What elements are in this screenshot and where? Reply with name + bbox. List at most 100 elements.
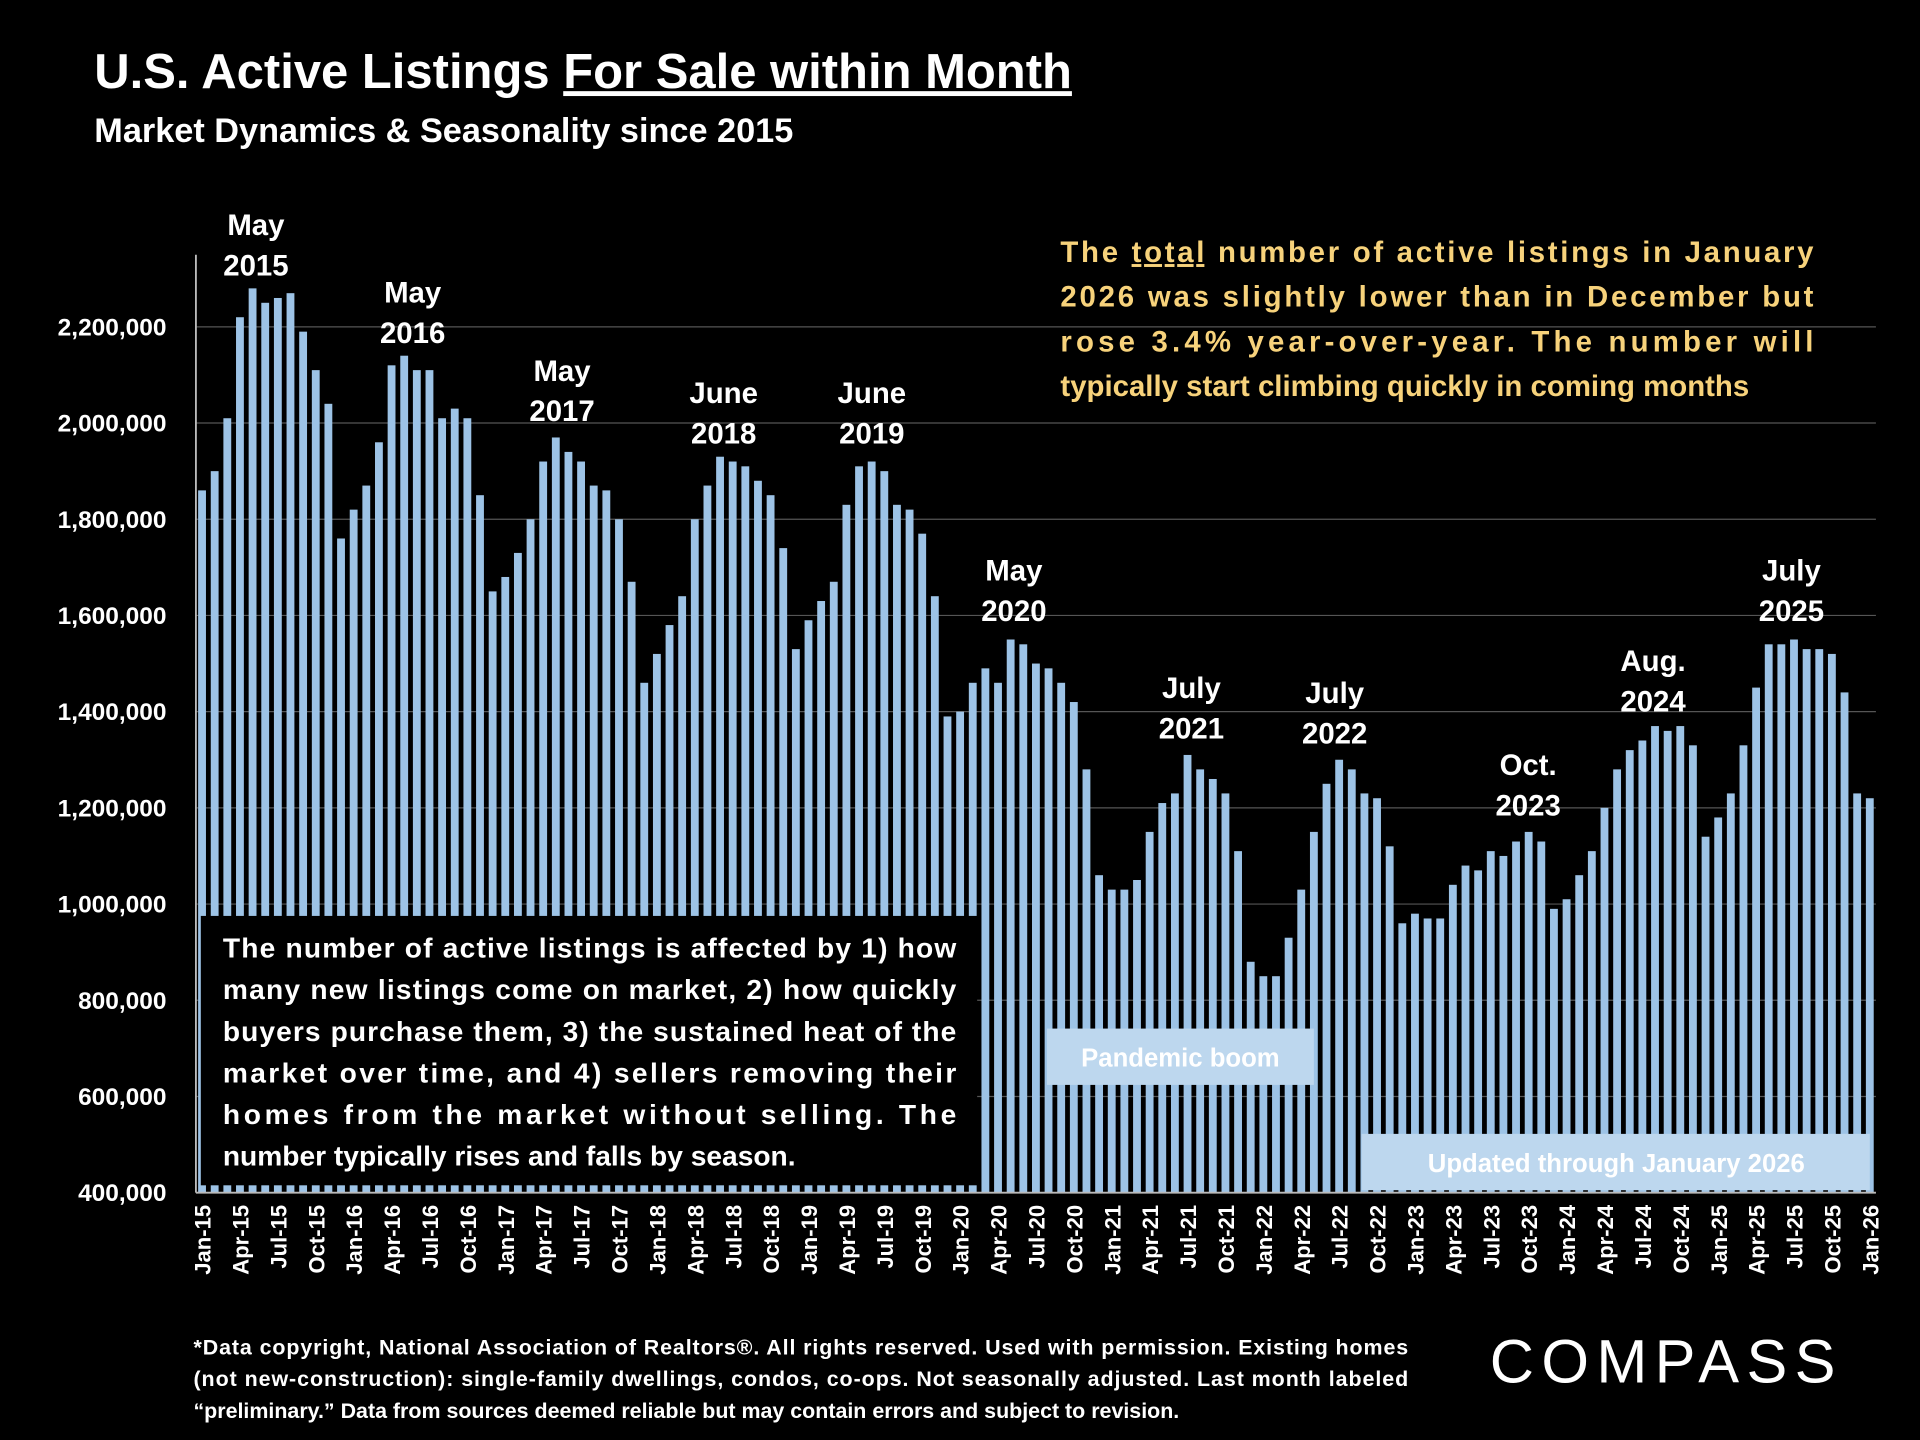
bar (1726, 793, 1735, 1193)
label-box-text: Updated through January 2026 (1428, 1150, 1805, 1178)
bar (412, 370, 421, 1193)
note-text: number of active listings in January (1207, 236, 1814, 269)
bar (400, 355, 409, 1193)
x-tick-label: Jul-18 (721, 1205, 746, 1269)
bar (1663, 730, 1672, 1193)
bar (1436, 918, 1445, 1193)
x-tick-label: Jan-25 (1707, 1205, 1732, 1275)
bar (1802, 649, 1811, 1193)
bar (324, 403, 333, 1193)
x-tick-label: Oct-18 (759, 1205, 784, 1274)
peak-annotation: 2016 (380, 317, 445, 350)
bar (1625, 750, 1634, 1193)
peak-annotation: 2022 (1302, 717, 1367, 750)
bar (665, 625, 674, 1193)
x-tick-label: Oct-16 (456, 1205, 481, 1274)
note-line: The number of active listings is affecte… (223, 933, 957, 964)
bar (1360, 793, 1369, 1193)
bar (526, 519, 535, 1193)
x-tick-label: Apr-22 (1290, 1205, 1315, 1275)
bar (438, 418, 447, 1193)
bar (1474, 870, 1483, 1193)
bar (375, 442, 383, 1193)
bar (1512, 841, 1520, 1193)
bar (867, 461, 876, 1193)
x-tick-label: Apr-17 (532, 1205, 557, 1275)
y-tick-label: 800,000 (78, 988, 166, 1015)
peak-annotation: 2019 (839, 417, 904, 450)
peak-annotation: June (689, 377, 758, 410)
x-tick-label: Jul-22 (1328, 1205, 1353, 1269)
bar (1335, 759, 1344, 1193)
bar (198, 490, 206, 1193)
label-box (1361, 1133, 1870, 1191)
y-tick-label: 2,000,000 (58, 411, 167, 438)
bar (905, 509, 914, 1193)
bar (299, 331, 308, 1193)
y-tick-label: 2,200,000 (58, 314, 167, 341)
bar (463, 418, 472, 1193)
bar (1537, 841, 1546, 1193)
bar (1499, 855, 1508, 1193)
bar (1322, 783, 1331, 1193)
bar (678, 596, 687, 1193)
label-box (1046, 1028, 1314, 1085)
x-tick-label: Jul-15 (266, 1205, 291, 1269)
x-tick-label: Oct-17 (608, 1205, 633, 1274)
footnote: “preliminary.” Data from sources deemed … (193, 1399, 1179, 1423)
bar (1827, 653, 1836, 1193)
bar (1752, 687, 1761, 1193)
x-tick-label: Jul-25 (1783, 1205, 1808, 1269)
x-tick-label: Jan-23 (1404, 1205, 1429, 1275)
logo: COMPASS (1490, 1327, 1843, 1395)
y-tick-label: 400,000 (78, 1180, 166, 1207)
y-tick-label: 1,200,000 (58, 795, 167, 822)
peak-annotation: June (838, 377, 907, 410)
bar (829, 581, 838, 1193)
peak-annotation: 2015 (223, 250, 288, 283)
y-tick-label: 1,800,000 (58, 507, 167, 534)
bar (1196, 769, 1205, 1193)
bar (1638, 740, 1647, 1193)
y-tick-label: 1,000,000 (58, 892, 167, 919)
bar (1550, 908, 1558, 1193)
x-tick-label: Oct-15 (304, 1205, 329, 1274)
y-tick-label: 1,600,000 (58, 603, 167, 630)
peak-annotation: July (1162, 672, 1221, 705)
bar (981, 668, 990, 1193)
bar (703, 485, 712, 1193)
x-tick-label: Jul-17 (570, 1205, 595, 1269)
x-tick-label: Apr-24 (1593, 1204, 1618, 1275)
note-text: The (1060, 236, 1128, 269)
peak-annotation: July (1305, 677, 1364, 710)
peak-annotation: May (384, 276, 442, 309)
bar (450, 408, 459, 1193)
bar (602, 490, 611, 1193)
bar (930, 596, 939, 1193)
note-line: many new listings come on market, 2) how… (223, 974, 957, 1005)
bar (1815, 649, 1824, 1193)
peak-annotation: May (227, 209, 285, 242)
bar (223, 418, 232, 1193)
note-line: typically start climbing quickly in comi… (1060, 370, 1749, 403)
x-tick-label: Oct-23 (1517, 1205, 1542, 1274)
peak-annotation: Oct. (1500, 749, 1557, 782)
bar (1764, 644, 1773, 1193)
x-tick-label: Apr-15 (229, 1205, 254, 1275)
x-tick-label: Apr-18 (683, 1205, 708, 1275)
x-tick-label: Jul-21 (1176, 1205, 1201, 1269)
note-line: homes from the market without selling. T… (223, 1099, 956, 1130)
note-line: number typically rises and falls by seas… (223, 1141, 796, 1172)
x-tick-label: Jul-19 (873, 1205, 898, 1269)
bar (589, 485, 598, 1193)
x-tick-label: Apr-19 (835, 1205, 860, 1275)
bar (564, 451, 573, 1193)
bar (1411, 913, 1419, 1193)
bar (1587, 851, 1596, 1193)
bar (779, 548, 788, 1193)
x-tick-label: Jan-15 (191, 1205, 216, 1275)
bar (1777, 644, 1786, 1193)
title-part: U.S. Active Listings (94, 45, 563, 99)
bar (716, 456, 724, 1193)
